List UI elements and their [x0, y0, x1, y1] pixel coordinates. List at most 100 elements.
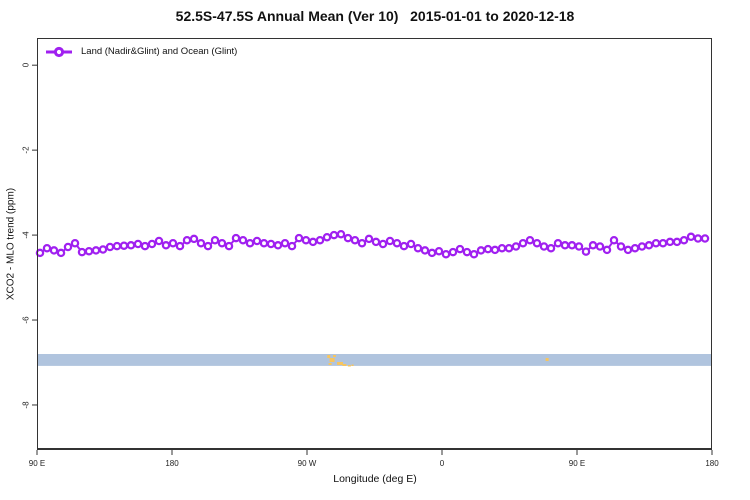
data-point-marker — [329, 230, 339, 240]
data-point-marker — [63, 242, 73, 252]
data-point-marker — [581, 247, 591, 256]
data-point-marker — [77, 247, 87, 257]
data-point-marker — [637, 242, 647, 251]
data-point-marker — [140, 241, 150, 251]
y-tick-label: -2 — [21, 146, 31, 154]
data-point-marker — [42, 243, 52, 253]
data-point-marker — [427, 248, 437, 258]
x-tick-label: 90 E — [28, 459, 46, 468]
data-point-marker — [133, 239, 143, 249]
data-point-marker — [238, 235, 248, 245]
legend-marker-icon — [46, 46, 72, 57]
data-point-marker — [385, 236, 395, 246]
data-point-marker — [602, 245, 612, 255]
data-point-marker — [532, 238, 542, 248]
x-tick-label: 90 E — [568, 459, 586, 468]
data-point-marker — [91, 246, 101, 255]
land-mark — [332, 355, 336, 358]
data-point-marker — [287, 241, 297, 251]
x-tick-label: 90 W — [297, 459, 317, 468]
data-point-marker — [553, 238, 563, 248]
data-point-marker — [616, 242, 626, 251]
data-point-marker — [168, 238, 178, 248]
chart-title: 52.5S-47.5S Annual Mean (Ver 10) 2015-01… — [175, 8, 575, 24]
data-point-marker — [392, 238, 402, 248]
data-point-marker — [35, 248, 45, 258]
data-point-marker — [112, 241, 122, 251]
data-point-marker — [161, 241, 171, 250]
data-point-marker — [154, 236, 164, 246]
y-tick-label: 0 — [21, 62, 31, 68]
data-point-marker — [217, 238, 227, 248]
land-mark — [342, 364, 347, 367]
data-point-marker — [301, 235, 311, 245]
land-mark — [327, 355, 331, 359]
data-point-marker — [700, 234, 710, 243]
data-point-marker — [672, 237, 682, 247]
data-point-marker — [469, 249, 479, 259]
data-point-marker — [665, 237, 675, 247]
x-tick-label: 180 — [705, 459, 719, 468]
land-mark — [351, 364, 354, 367]
data-point-marker — [252, 236, 262, 246]
data-point-marker — [49, 246, 59, 255]
plot-border — [37, 38, 712, 450]
data-point-marker — [651, 238, 661, 248]
data-point-marker — [182, 235, 192, 245]
data-point-marker — [322, 232, 332, 242]
data-point-marker — [658, 238, 668, 248]
data-point-marker — [308, 237, 318, 247]
data-point-marker — [357, 238, 367, 248]
data-point-marker — [175, 241, 185, 251]
data-point-marker — [679, 235, 689, 245]
data-point-marker — [245, 238, 255, 248]
y-tick-label: -6 — [21, 316, 31, 324]
data-point-marker — [448, 247, 458, 257]
data-point-marker — [560, 241, 570, 250]
land-mark — [328, 363, 332, 366]
data-point-marker — [497, 243, 507, 253]
data-point-marker — [126, 241, 136, 250]
data-point-marker — [539, 242, 549, 251]
data-point-marker — [588, 241, 598, 250]
data-point-marker — [623, 245, 633, 255]
data-point-marker — [231, 233, 241, 243]
data-point-marker — [644, 241, 654, 250]
data-point-marker — [294, 233, 304, 243]
data-point-marker — [315, 235, 325, 245]
data-point-marker — [203, 241, 213, 251]
data-point-marker — [525, 235, 535, 245]
y-tick-label: -8 — [21, 401, 31, 409]
data-point-marker — [224, 241, 234, 251]
data-point-marker — [259, 238, 269, 248]
land-mark — [337, 362, 344, 366]
data-point-marker — [490, 245, 500, 255]
y-axis-label: XCO2 - MLO trend (ppm) — [5, 187, 17, 301]
data-point-marker — [210, 235, 220, 245]
data-point-marker — [189, 234, 199, 244]
legend-label: Land (Nadir&Glint) and Ocean (Glint) — [81, 46, 238, 57]
data-point-marker — [399, 241, 409, 251]
data-point-marker — [567, 241, 577, 250]
plot-canvas — [32, 38, 713, 455]
data-point-marker — [518, 238, 528, 248]
land-mark — [347, 365, 351, 367]
data-point-marker — [196, 238, 206, 248]
ocean-band — [37, 354, 712, 366]
data-point-marker — [483, 244, 493, 254]
data-point-marker — [98, 245, 108, 254]
data-point-marker — [406, 239, 416, 249]
data-point-marker — [350, 235, 360, 245]
y-tick-label: -4 — [21, 231, 31, 239]
data-point-marker — [147, 239, 157, 249]
data-point-marker — [476, 246, 486, 255]
x-tick-label: 0 — [439, 459, 445, 468]
data-point-marker — [455, 244, 465, 254]
legend: Land (Nadir&Glint) and Ocean (Glint) — [46, 46, 237, 57]
data-point-marker — [336, 229, 346, 239]
data-point-marker — [511, 242, 521, 251]
data-point-marker — [119, 241, 129, 250]
data-point-marker — [378, 239, 388, 249]
data-point-marker — [371, 237, 381, 247]
